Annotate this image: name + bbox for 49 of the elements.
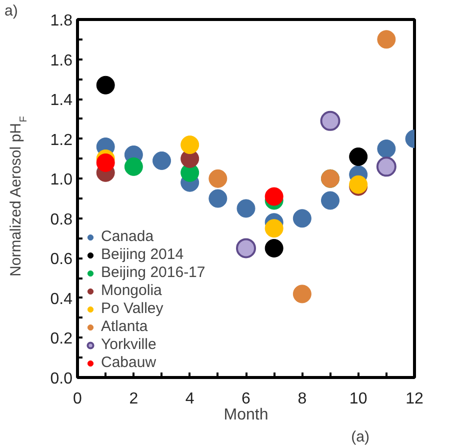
y-tick-label: 1.8 (50, 12, 73, 30)
point (236, 199, 256, 218)
legend-label: Yorkville (101, 336, 156, 353)
x-tick-label: 6 (242, 390, 251, 408)
y-tick-label: 0.8 (50, 211, 73, 228)
y-tick-label: 0.4 (50, 290, 73, 308)
legend-label: Beijing 2014 (101, 246, 184, 263)
point (96, 153, 115, 172)
point (264, 238, 284, 258)
point (264, 187, 284, 206)
point (349, 148, 368, 166)
point (292, 284, 312, 304)
legend-label: Canada (101, 228, 154, 245)
point (321, 191, 340, 210)
x-tick-label: 8 (298, 390, 307, 408)
x-tick-label: 12 (406, 390, 424, 408)
point (292, 209, 312, 228)
point (96, 76, 115, 94)
point (376, 156, 396, 177)
y-tick-label: 0.0 (50, 370, 73, 388)
point (152, 151, 171, 170)
y-axis-title: Normalized Aerosol pHF (8, 116, 30, 276)
x-tick-label: 4 (185, 390, 194, 408)
point (124, 157, 143, 176)
point (180, 136, 200, 154)
x-tick-label: 10 (349, 390, 368, 408)
text: a) (4, 2, 18, 20)
point (377, 140, 396, 158)
point (236, 238, 256, 258)
x-axis-title: Month (224, 406, 268, 424)
y-tick-label: 0.6 (50, 251, 73, 268)
legend-label: Atlanta (101, 318, 148, 335)
point (208, 169, 228, 188)
y-tick-label: 1.4 (50, 92, 73, 110)
y-tick-label: 1.0 (50, 172, 73, 189)
point (264, 219, 284, 238)
point (208, 189, 228, 208)
legend-label: Mongolia (101, 282, 162, 299)
legend-label: Cabauw (101, 354, 156, 371)
legend-label: Beijing 2016-17 (101, 264, 206, 281)
point (377, 30, 396, 49)
text: (a) (351, 428, 370, 445)
x-tick-label: 2 (129, 390, 138, 408)
point (320, 110, 340, 131)
y-tick-label: 1.2 (50, 132, 73, 149)
legend-label: Po Valley (101, 300, 164, 317)
y-tick-label: 1.6 (50, 52, 73, 70)
x-tick-label: 0 (73, 390, 82, 408)
y-tick-label: 0.2 (50, 330, 73, 348)
